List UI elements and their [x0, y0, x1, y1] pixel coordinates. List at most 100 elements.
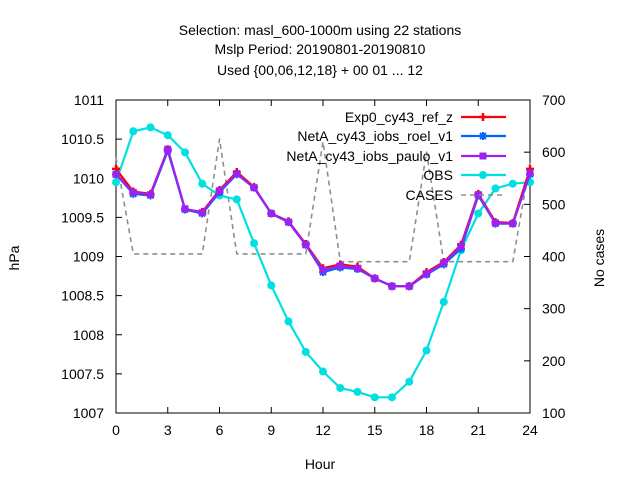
- data-point-neta-cy43-iobs-paulo-v1: [371, 274, 379, 282]
- data-point-obs: [163, 131, 172, 140]
- chart-title-line-2: Mslp Period: 20190801-20190810: [215, 41, 426, 57]
- data-point-neta-cy43-iobs-paulo-v1: [354, 264, 361, 272]
- data-point-neta-cy43-iobs-paulo-v1: [388, 282, 396, 290]
- legend-entry: OBS: [423, 167, 506, 183]
- data-point-neta-cy43-iobs-paulo-v1: [440, 259, 448, 267]
- legend-marker: [479, 152, 487, 160]
- y-tick-label: 1009: [73, 249, 104, 265]
- data-point-neta-cy43-iobs-paulo-v1: [474, 191, 482, 199]
- x-tick-label: 6: [216, 422, 224, 438]
- data-point-obs: [508, 179, 517, 188]
- legend-marker: [479, 171, 487, 179]
- y2-tick-label: 500: [542, 196, 566, 212]
- x-tick-label: 21: [470, 422, 486, 438]
- data-point-neta-cy43-iobs-paulo-v1: [285, 218, 292, 226]
- legend-label: OBS: [423, 167, 453, 183]
- x-tick-label: 15: [367, 422, 383, 438]
- data-point-obs: [267, 281, 276, 290]
- data-point-obs: [129, 127, 138, 136]
- x-axis-title: Hour: [305, 456, 336, 472]
- data-point-neta-cy43-iobs-paulo-v1: [492, 219, 499, 227]
- chart-title-line-3: Used {00,06,12,18} + 00 01 ... 12: [217, 62, 423, 78]
- x-tick-label: 12: [315, 422, 331, 438]
- data-point-neta-cy43-iobs-paulo-v1: [250, 184, 258, 192]
- legend-entry: CASES: [406, 187, 506, 203]
- data-point-obs: [336, 383, 345, 392]
- data-point-obs: [370, 393, 379, 402]
- x-tick-label: 0: [112, 422, 120, 438]
- legend-label: NetA_cy43_iobs_paulo_v1: [286, 148, 453, 164]
- data-point-obs: [146, 123, 155, 132]
- y2-tick-label: 300: [542, 301, 566, 317]
- legend-entry: NetA_cy43_iobs_paulo_v1: [286, 148, 506, 164]
- data-point-neta-cy43-iobs-paulo-v1: [147, 191, 154, 199]
- y-tick-label: 1007.5: [61, 366, 104, 382]
- y2-axis-title: No cases: [591, 229, 607, 287]
- data-point-neta-cy43-iobs-paulo-v1: [509, 220, 517, 228]
- data-point-obs: [439, 297, 448, 306]
- data-point-obs: [405, 377, 414, 386]
- y-tick-label: 1009.5: [61, 209, 104, 225]
- data-point-neta-cy43-iobs-paulo-v1: [112, 170, 120, 178]
- legend-label: Exp0_cy43_ref_z: [345, 109, 453, 125]
- data-point-obs: [388, 393, 396, 402]
- data-point-neta-cy43-iobs-paulo-v1: [164, 145, 172, 153]
- series-neta-cy43-iobs-paulo-v1: [112, 145, 534, 290]
- series-line-cases: [115, 138, 531, 263]
- data-point-neta-cy43-iobs-paulo-v1: [319, 266, 327, 274]
- data-point-obs: [250, 239, 258, 248]
- legend: Exp0_cy43_ref_z NetA_cy43_iobs_roel_v1 Net…: [286, 109, 506, 203]
- data-point-obs: [353, 387, 362, 396]
- series-layer: [112, 123, 534, 402]
- data-point-neta-cy43-iobs-paulo-v1: [181, 205, 189, 213]
- y-tick-label: 1008.5: [61, 288, 104, 304]
- y-tick-label: 1007: [73, 405, 104, 421]
- x-tick-label: 18: [419, 422, 435, 438]
- data-point-obs: [491, 184, 500, 193]
- y2-tick-label: 700: [542, 92, 566, 108]
- plot-area: 0 3 6 9 12 15 18 21 24 1007 1007.5 1008 1008.5 1009 10…: [61, 92, 565, 438]
- y-tick-label: 1010: [73, 170, 104, 186]
- data-point-obs: [474, 209, 483, 218]
- legend-entry: NetA_cy43_iobs_roel_v1: [297, 128, 506, 144]
- legend-marker: [479, 132, 487, 140]
- x-tick-label: 3: [164, 422, 172, 438]
- data-point-neta-cy43-iobs-paulo-v1: [336, 262, 344, 270]
- data-point-neta-cy43-iobs-paulo-v1: [233, 170, 241, 178]
- data-point-obs: [112, 178, 120, 187]
- data-point-neta-cy43-iobs-paulo-v1: [267, 209, 275, 217]
- data-point-obs: [284, 317, 293, 326]
- y2-tick-label: 200: [542, 353, 566, 369]
- data-point-obs: [422, 346, 431, 355]
- y2-tick-label: 600: [542, 144, 566, 160]
- y2-tick-label: 100: [542, 405, 566, 421]
- data-point-neta-cy43-iobs-paulo-v1: [405, 282, 413, 290]
- data-point-neta-cy43-iobs-paulo-v1: [198, 209, 206, 217]
- data-point-neta-cy43-iobs-paulo-v1: [302, 241, 310, 249]
- data-point-neta-cy43-iobs-paulo-v1: [423, 270, 430, 278]
- data-point-neta-cy43-iobs-paulo-v1: [526, 169, 534, 177]
- data-point-neta-cy43-iobs-paulo-v1: [457, 242, 465, 250]
- legend-entry: Exp0_cy43_ref_z: [345, 109, 506, 125]
- data-point-obs: [319, 367, 327, 376]
- y-tick-label: 1010.5: [61, 131, 104, 147]
- data-point-obs: [181, 148, 189, 157]
- y-tick-label: 1008: [73, 327, 104, 343]
- y-tick-label: 1011: [74, 92, 104, 108]
- data-point-obs: [301, 347, 310, 356]
- data-point-obs: [198, 179, 207, 188]
- legend-label: CASES: [406, 187, 453, 203]
- data-point-obs: [232, 195, 241, 204]
- legend-marker: [479, 113, 487, 121]
- data-point-neta-cy43-iobs-paulo-v1: [216, 187, 223, 195]
- x-tick-label: 24: [522, 422, 538, 438]
- y2-tick-label: 400: [542, 249, 566, 265]
- chart-title-line-1: Selection: masl_600-1000m using 22 stati…: [179, 22, 462, 38]
- data-point-neta-cy43-iobs-paulo-v1: [129, 188, 137, 196]
- y-axis-title: hPa: [6, 245, 22, 270]
- legend-label: NetA_cy43_iobs_roel_v1: [297, 128, 453, 144]
- series-cases: [115, 138, 531, 263]
